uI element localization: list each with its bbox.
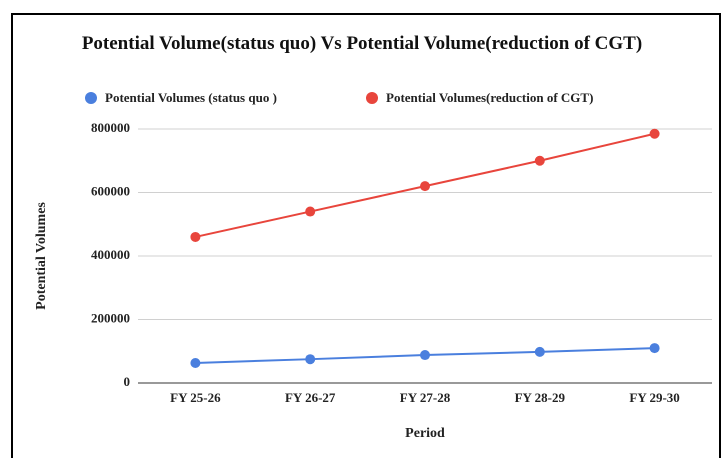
y-axis-label: Potential Volumes [34,202,49,310]
y-tick-label: 0 [124,374,131,389]
y-tick-label: 600000 [91,183,130,198]
x-tick-label: FY 28-29 [515,390,566,405]
data-point [420,181,430,192]
x-tick-label: FY 27-28 [400,390,451,405]
data-point [534,346,545,357]
chart-border [11,13,721,458]
data-point [534,155,545,166]
data-point [649,343,660,354]
data-point [190,357,201,368]
data-point [190,231,201,242]
legend-label: Potential Volumes(reduction of CGT) [386,90,593,105]
legend-label: Potential Volumes (status quo ) [105,90,277,105]
chart-title: Potential Volume(status quo) Vs Potentia… [81,33,643,54]
y-tick-label: 200000 [91,310,130,325]
data-point [305,354,316,365]
y-tick-label: 400000 [91,247,130,262]
data-point [420,350,430,361]
legend-marker [85,92,97,104]
x-tick-label: FY 25-26 [170,390,221,405]
x-tick-label: FY 29-30 [629,390,679,405]
x-tick-label: FY 26-27 [285,390,336,405]
legend-marker [366,92,378,104]
data-point [649,128,660,139]
data-point [305,206,316,217]
y-tick-label: 800000 [91,120,130,135]
x-axis-label: Period [405,426,445,441]
